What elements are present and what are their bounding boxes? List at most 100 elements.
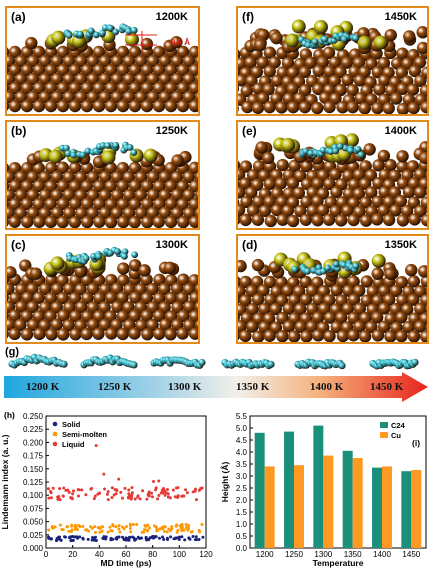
copper-atom [292,186,306,200]
data-point [89,525,93,529]
copper-atom [15,300,28,313]
copper-atom [8,45,22,59]
data-point [148,536,152,540]
legend-label: Semi-molten [62,430,107,439]
copper-atom [8,63,22,77]
copper-atom [44,63,58,77]
copper-atom [50,206,64,220]
copper-atom [32,291,46,304]
y-tick-label: 0.250 [23,412,44,421]
copper-atom [389,92,403,105]
copper-atom [8,81,22,95]
copper-atom [158,170,172,184]
copper-atom [252,82,265,95]
copper-atom [39,282,52,296]
data-point [154,486,158,490]
bar [294,465,304,548]
copper-atom [74,283,87,296]
data-point [172,537,176,541]
data-point [132,536,136,540]
copper-atom [26,54,40,68]
copper-atom [188,81,198,95]
y-tick-label: 0.175 [23,452,44,461]
copper-atom [347,293,361,306]
copper-atom [182,170,196,184]
carbon-atom [198,358,206,367]
copper-atom [365,186,378,199]
copper-atom [26,300,39,314]
copper-atom [239,294,252,307]
copper-atom [14,170,28,184]
copper-atom [414,285,427,298]
copper-atom [170,282,184,295]
carbon-atom [267,360,275,368]
copper-atom [116,197,130,211]
copper-atom [26,72,40,86]
data-point [187,536,191,540]
copper-atom [128,259,142,272]
bar [264,466,275,548]
copper-atom [146,206,160,219]
dopant-atom [371,253,386,268]
x-tick-label: 1350 [344,550,362,559]
copper-atom [99,170,112,184]
data-point [151,536,155,540]
copper-atom [110,72,124,86]
data-point [124,538,128,542]
copper-atom [300,330,313,342]
legend-label: Cu [391,431,401,440]
panel-temperature: 1250K [155,125,188,137]
copper-atom [408,213,421,226]
copper-atom [182,72,196,86]
data-point [108,525,112,529]
copper-atom [134,54,148,68]
copper-atom [164,179,178,192]
copper-atom [414,74,427,87]
carbon-atom [304,267,311,275]
copper-atom [68,292,82,305]
copper-atom [158,90,172,104]
copper-atom [128,81,142,95]
data-point [117,477,121,481]
data-point [161,527,165,531]
copper-atom [359,196,372,209]
panel-label: (e) [242,124,257,138]
bar [401,471,412,548]
copper-atom [372,159,385,172]
data-point [158,527,162,531]
carbon-atom [64,150,72,157]
copper-atom [159,318,172,331]
y-axis-label: Height (Å) [220,462,230,503]
y-tick-label: 0.000 [23,544,44,553]
copper-atom [153,292,166,305]
data-point [110,529,114,533]
data-point [162,537,166,541]
copper-atom [194,189,198,201]
carbon-atom [121,252,128,260]
copper-atom [359,160,372,173]
data-point [51,486,55,490]
copper-atom [29,267,43,280]
data-point [57,536,61,540]
copper-atom [252,330,265,342]
copper-atom [299,275,312,289]
copper-atom [176,291,189,305]
bar [323,455,334,548]
copper-atom [311,101,324,114]
height-annotation: ~0.6 Å [166,38,190,47]
copper-atom [287,330,301,342]
copper-atom [81,291,94,305]
copper-atom [306,204,320,217]
data-point [179,526,183,530]
data-point [75,535,79,539]
data-point [136,495,140,499]
data-point [154,535,158,539]
carbon-atom [65,31,73,39]
copper-atom [86,206,99,220]
copper-atom [384,267,397,280]
data-point [184,488,188,492]
copper-atom [270,203,284,217]
copper-atom [92,81,106,95]
copper-atom [251,293,265,306]
copper-atom [413,320,427,333]
